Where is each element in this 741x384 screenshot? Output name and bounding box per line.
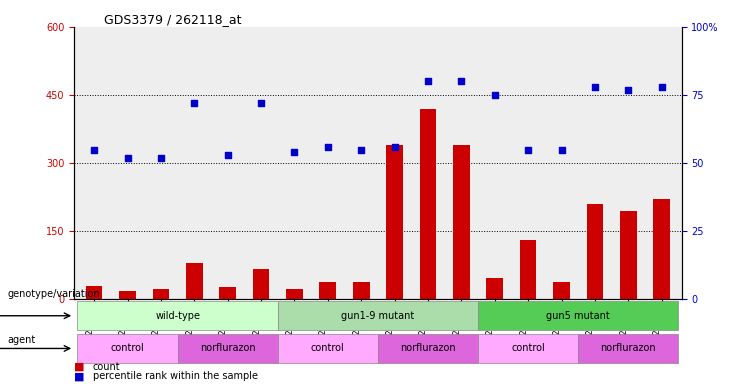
Point [656, 84, 668, 90]
Point [222, 152, 233, 158]
Bar [119, 291, 136, 300]
Point [389, 144, 401, 150]
Text: agent: agent [7, 335, 36, 345]
Point [255, 100, 267, 106]
Point [355, 146, 367, 152]
Text: ■: ■ [74, 371, 84, 381]
Text: ■: ■ [74, 362, 84, 372]
Text: gun5 mutant: gun5 mutant [546, 311, 610, 321]
Point [422, 78, 434, 84]
Point [589, 84, 601, 90]
Text: genotype/variation: genotype/variation [7, 289, 100, 299]
Point [155, 155, 167, 161]
Point [556, 146, 568, 152]
Text: control: control [110, 343, 144, 353]
Text: norflurazon: norflurazon [200, 343, 256, 353]
Bar [153, 290, 169, 300]
FancyBboxPatch shape [178, 334, 278, 363]
Bar [286, 290, 303, 300]
Text: count: count [93, 362, 120, 372]
Point [322, 144, 333, 150]
FancyBboxPatch shape [578, 334, 678, 363]
Bar [219, 287, 236, 300]
FancyBboxPatch shape [278, 334, 378, 363]
Point [288, 149, 300, 155]
Bar [319, 282, 336, 300]
Text: norflurazon: norflurazon [400, 343, 456, 353]
Text: wild-type: wild-type [155, 311, 200, 321]
Bar [554, 282, 570, 300]
Bar [654, 199, 670, 300]
FancyBboxPatch shape [78, 334, 178, 363]
Bar [353, 282, 370, 300]
Text: gun1-9 mutant: gun1-9 mutant [342, 311, 414, 321]
Bar [519, 240, 536, 300]
Point [489, 92, 501, 98]
FancyBboxPatch shape [378, 334, 478, 363]
Text: GDS3379 / 262118_at: GDS3379 / 262118_at [104, 13, 242, 26]
Bar [86, 286, 102, 300]
Point [88, 146, 100, 152]
Bar [587, 204, 603, 300]
Point [188, 100, 200, 106]
Text: control: control [511, 343, 545, 353]
FancyBboxPatch shape [78, 301, 278, 331]
Bar [419, 109, 436, 300]
Bar [453, 145, 470, 300]
Bar [253, 268, 270, 300]
FancyBboxPatch shape [278, 301, 478, 331]
Text: control: control [311, 343, 345, 353]
FancyBboxPatch shape [478, 334, 578, 363]
FancyBboxPatch shape [478, 301, 678, 331]
Bar [620, 211, 637, 300]
Point [522, 146, 534, 152]
Bar [386, 145, 403, 300]
Point [622, 86, 634, 93]
Point [122, 155, 133, 161]
Text: percentile rank within the sample: percentile rank within the sample [93, 371, 258, 381]
Bar [186, 263, 202, 300]
Point [456, 78, 468, 84]
Text: norflurazon: norflurazon [600, 343, 656, 353]
Bar [486, 278, 503, 300]
